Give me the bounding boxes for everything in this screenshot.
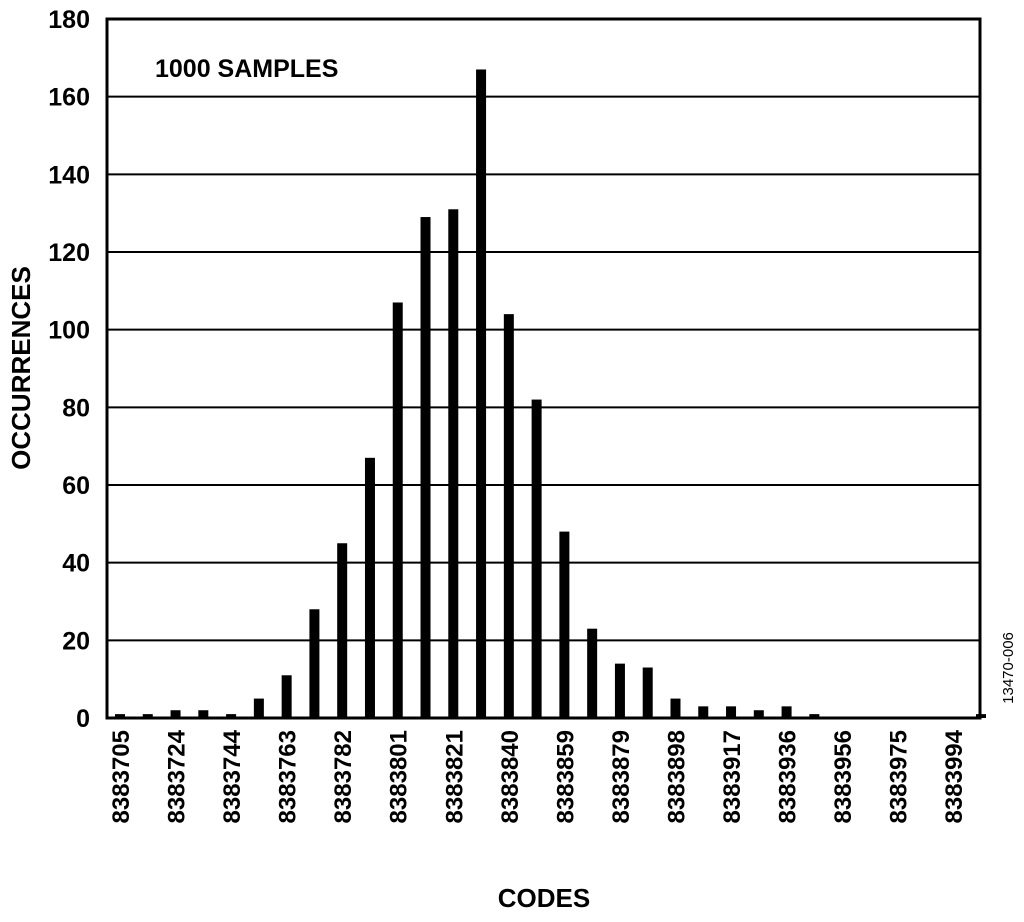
bar <box>420 217 431 719</box>
bar <box>809 714 820 718</box>
x-tick-label: 8383956 <box>830 730 857 823</box>
bar <box>226 714 237 718</box>
y-tick-label: 140 <box>48 161 90 189</box>
figure-id: 13470-006 <box>1000 632 1017 704</box>
bar <box>698 706 709 718</box>
bar <box>364 457 375 718</box>
x-tick-label: 8383859 <box>552 730 579 823</box>
y-tick-label: 160 <box>48 84 90 112</box>
x-tick-label: 8383744 <box>219 729 246 823</box>
bar <box>753 710 764 718</box>
bar <box>337 543 348 718</box>
bar <box>392 302 403 718</box>
bar <box>503 314 514 718</box>
y-tick-label: 80 <box>62 394 90 422</box>
plot-frame <box>105 17 982 720</box>
x-tick-label: 8383801 <box>386 730 413 823</box>
x-tick-label: 8383898 <box>663 730 690 823</box>
bar <box>309 609 320 718</box>
bar <box>614 663 625 718</box>
y-tick-label: 20 <box>62 627 90 655</box>
x-tick-label: 8383975 <box>886 730 913 823</box>
bar <box>670 698 681 718</box>
bars <box>115 69 986 719</box>
y-tick-label: 100 <box>48 317 90 345</box>
bar <box>253 698 264 718</box>
x-tick-label: 8383705 <box>108 730 135 823</box>
sample-count-annotation: 1000 SAMPLES <box>155 55 338 83</box>
bar <box>476 69 487 718</box>
y-tick-label: 120 <box>48 239 90 267</box>
bar <box>642 667 653 718</box>
x-tick-label: 8383763 <box>275 730 302 823</box>
y-tick-labels: 0 20 40 60 80 100 120 140 160 180 <box>48 6 90 733</box>
y-tick-label: 180 <box>48 6 90 34</box>
y-tick-label: 0 <box>76 705 90 733</box>
bar <box>726 706 737 718</box>
bar <box>198 710 209 718</box>
bar <box>531 399 542 718</box>
bar <box>448 209 459 719</box>
bar <box>559 531 570 718</box>
x-tick-label: 8383917 <box>719 730 746 823</box>
x-tick-label: 8383936 <box>775 730 802 823</box>
gridlines <box>107 95 980 642</box>
y-axis-label: OCCURRENCES <box>6 266 36 470</box>
x-tick-label: 8383994 <box>941 729 968 823</box>
bar <box>170 710 181 718</box>
bar <box>781 706 792 718</box>
bar <box>142 714 153 718</box>
bar <box>281 675 292 718</box>
x-tick-label: 8383840 <box>497 730 524 823</box>
y-tick-label: 40 <box>62 550 90 578</box>
x-tick-label: 8383724 <box>164 729 191 823</box>
x-tick-labels: 8383705 8383724 8383744 8383763 8383782 83838… <box>108 729 968 823</box>
y-tick-label: 60 <box>62 472 90 500</box>
x-axis-label: CODES <box>498 883 590 913</box>
x-tick-label: 8383782 <box>330 730 357 823</box>
bar <box>587 628 598 718</box>
bar <box>115 714 125 718</box>
x-tick-label: 8383879 <box>608 730 635 823</box>
x-tick-label: 8383821 <box>441 730 468 823</box>
